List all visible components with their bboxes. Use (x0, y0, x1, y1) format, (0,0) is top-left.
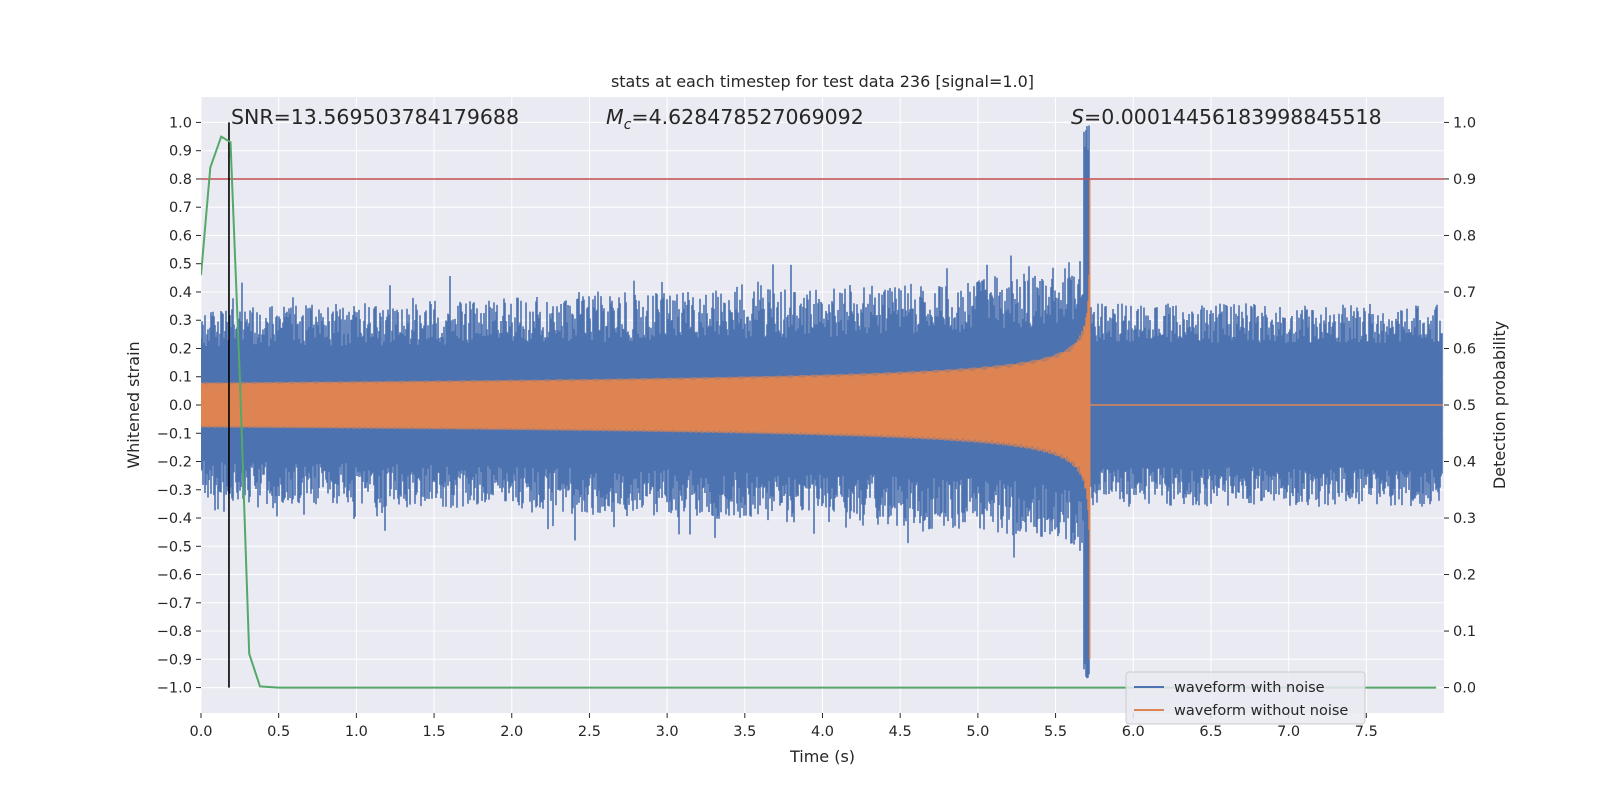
y-left-tick-label-9: 0.1 (169, 370, 192, 386)
legend: waveform with noise waveform without noi… (1125, 671, 1366, 725)
y-left-tick-label-17: −0.7 (157, 596, 192, 612)
x-tick-label-4: 2.0 (500, 724, 523, 740)
x-tick-label-0: 0.0 (189, 724, 212, 740)
y-left-tick-label-10: 0.0 (169, 398, 192, 414)
series-clip-group (201, 122, 1444, 689)
y-right-tick-label-5: 0.5 (1453, 398, 1476, 414)
annotation-chirp-mass-symbol: M (606, 105, 624, 129)
y-axis-label-right: Detection probability (1490, 321, 1509, 489)
y-left-tick-label-2: 0.8 (169, 172, 192, 188)
y-right-tick-label-10: 0.0 (1453, 681, 1476, 697)
x-tick-label-12: 6.0 (1122, 724, 1145, 740)
x-tick-label-6: 3.0 (656, 724, 679, 740)
x-tick-label-3: 1.5 (423, 724, 446, 740)
chart-title: stats at each timestep for test data 236… (611, 72, 1034, 91)
x-tick-label-9: 4.5 (889, 724, 912, 740)
y-right-tick-label-4: 0.6 (1453, 341, 1476, 357)
y-left-tick-label-15: −0.5 (157, 539, 192, 555)
y-left-tick-label-4: 0.6 (169, 228, 192, 244)
x-tick-label-2: 1.0 (345, 724, 368, 740)
annotation-snr: SNR=13.569503784179688 (231, 105, 519, 129)
series-detection-probability (201, 135, 1437, 689)
x-tick-label-1: 0.5 (267, 724, 290, 740)
y-left-tick-label-12: −0.2 (157, 455, 192, 471)
annotation-s-value: =0.00014456183998845518 (1084, 105, 1382, 129)
x-tick-label-14: 7.0 (1277, 724, 1300, 740)
y-left-tick-label-3: 0.7 (169, 200, 192, 216)
y-left-tick-label-0: 1.0 (169, 115, 192, 131)
legend-label-waveform-without-noise: waveform without noise (1174, 703, 1348, 719)
x-tick-label-13: 6.5 (1199, 724, 1222, 740)
y-right-tick-label-0: 1.0 (1453, 115, 1476, 131)
annotation-s: S=0.00014456183998845518 (1071, 105, 1382, 129)
y-right-tick-label-7: 0.3 (1453, 511, 1476, 527)
y-right-tick-label-8: 0.2 (1453, 568, 1476, 584)
annotation-chirp-mass-value: =4.628478527069092 (631, 105, 863, 129)
y-left-tick-label-14: −0.4 (157, 511, 192, 527)
y-left-tick-label-20: −1.0 (157, 681, 192, 697)
series-layer (201, 122, 1444, 689)
x-tick-label-15: 7.5 (1355, 724, 1378, 740)
y-axis-label-left: Whitened strain (124, 341, 143, 468)
annotation-chirp-mass-subscript: c (624, 117, 632, 133)
series-waveform-without-noise (201, 178, 1443, 660)
y-left-tick-label-7: 0.3 (169, 313, 192, 329)
y-left-tick-label-13: −0.3 (157, 483, 192, 499)
y-left-tick-label-1: 0.9 (169, 144, 192, 160)
x-tick-label-7: 3.5 (733, 724, 756, 740)
y-right-tick-label-3: 0.7 (1453, 285, 1476, 301)
y-left-tick-label-19: −0.9 (157, 652, 192, 668)
x-tick-label-8: 4.0 (811, 724, 834, 740)
y-right-tick-label-9: 0.1 (1453, 624, 1476, 640)
y-left-tick-label-5: 0.5 (169, 257, 192, 273)
y-right-tick-label-6: 0.4 (1453, 455, 1476, 471)
y-right-tick-label-2: 0.8 (1453, 228, 1476, 244)
ticks-layer: 0.0 0.5 1.0 1.5 2.0 2.5 3.0 3.5 4.0 4.5 5.0 5.5 6.0 6… (157, 115, 1476, 740)
x-tick-label-11: 5.5 (1044, 724, 1067, 740)
x-tick-label-10: 5.0 (966, 724, 989, 740)
y-left-tick-label-8: 0.2 (169, 341, 192, 357)
x-axis-label: Time (s) (789, 747, 855, 766)
legend-label-waveform-with-noise: waveform with noise (1174, 680, 1325, 696)
y-left-tick-label-16: −0.6 (157, 568, 192, 584)
y-left-tick-label-6: 0.4 (169, 285, 192, 301)
y-right-tick-label-1: 0.9 (1453, 172, 1476, 188)
y-left-tick-label-18: −0.8 (157, 624, 192, 640)
y-left-tick-label-11: −0.1 (157, 426, 192, 442)
legend-box (1125, 671, 1366, 725)
annotation-chirp-mass: Mc=4.628478527069092 (606, 105, 864, 133)
x-tick-label-5: 2.5 (578, 724, 601, 740)
annotation-s-symbol: S (1071, 105, 1084, 129)
